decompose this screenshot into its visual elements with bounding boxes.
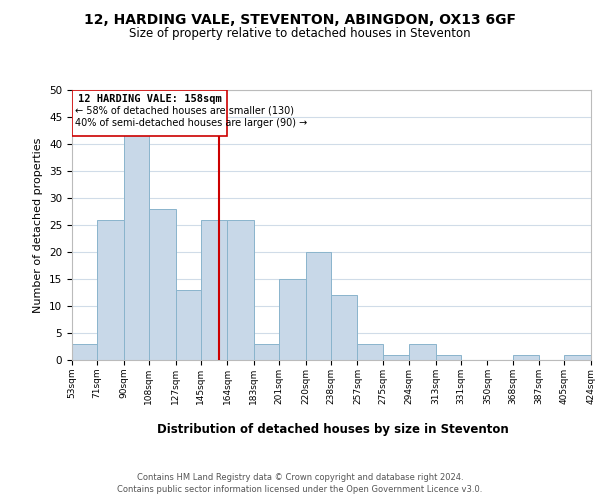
Text: Contains public sector information licensed under the Open Government Licence v3: Contains public sector information licen… bbox=[118, 485, 482, 494]
Bar bbox=[254, 344, 279, 360]
Bar bbox=[149, 209, 176, 360]
Bar bbox=[124, 133, 149, 360]
Bar bbox=[512, 354, 539, 360]
Y-axis label: Number of detached properties: Number of detached properties bbox=[34, 138, 43, 312]
Bar bbox=[409, 344, 436, 360]
Text: Distribution of detached houses by size in Steventon: Distribution of detached houses by size … bbox=[157, 422, 509, 436]
Text: Contains HM Land Registry data © Crown copyright and database right 2024.: Contains HM Land Registry data © Crown c… bbox=[137, 472, 463, 482]
Bar bbox=[227, 220, 254, 360]
Text: 12, HARDING VALE, STEVENTON, ABINGDON, OX13 6GF: 12, HARDING VALE, STEVENTON, ABINGDON, O… bbox=[84, 12, 516, 26]
Bar bbox=[436, 354, 461, 360]
Text: ← 58% of detached houses are smaller (130): ← 58% of detached houses are smaller (13… bbox=[75, 105, 294, 115]
Bar bbox=[565, 354, 591, 360]
Bar bbox=[331, 295, 358, 360]
Text: 40% of semi-detached houses are larger (90) →: 40% of semi-detached houses are larger (… bbox=[75, 118, 307, 128]
Bar bbox=[358, 344, 383, 360]
Bar bbox=[97, 220, 124, 360]
Bar bbox=[72, 344, 97, 360]
Text: 12 HARDING VALE: 158sqm: 12 HARDING VALE: 158sqm bbox=[78, 94, 221, 104]
Bar bbox=[72, 90, 227, 136]
Bar bbox=[176, 290, 201, 360]
Bar bbox=[305, 252, 331, 360]
Bar bbox=[279, 279, 305, 360]
Bar bbox=[201, 220, 227, 360]
Text: Size of property relative to detached houses in Steventon: Size of property relative to detached ho… bbox=[129, 28, 471, 40]
Bar bbox=[383, 354, 409, 360]
